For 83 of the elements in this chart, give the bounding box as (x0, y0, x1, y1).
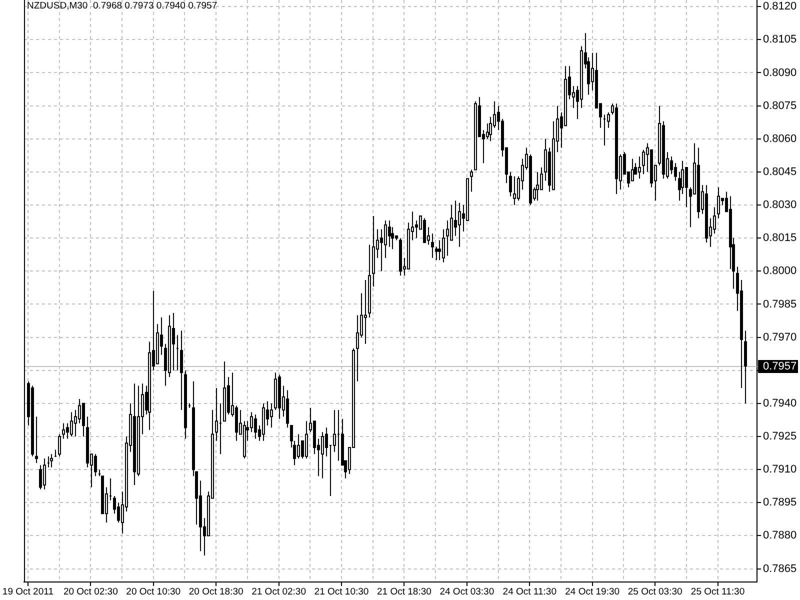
x-tick-label: 21 Oct 18:30 (377, 586, 432, 598)
y-tick-label: 0.7910 (763, 464, 797, 476)
candlestick (670, 156, 673, 175)
x-tick-label: 24 Oct 19:30 (565, 586, 620, 598)
candlestick (254, 414, 257, 440)
y-tick-label: 0.8045 (763, 166, 797, 178)
x-tick-label: 24 Oct 11:30 (502, 586, 556, 598)
y-tick-label: 0.7925 (763, 430, 797, 443)
x-tick-label: 20 Oct 02:30 (63, 586, 118, 598)
chart-title: NZDUSD,M30 0.7968 0.7973 0.7940 0.7957 (27, 0, 218, 12)
candlestick (270, 402, 273, 428)
candlestick (94, 454, 97, 477)
x-tick-label: 24 Oct 03:30 (440, 586, 494, 598)
candlestick (540, 167, 543, 190)
candlestick (458, 202, 461, 248)
candlestick (713, 206, 716, 234)
candlestick (423, 218, 426, 243)
candlestick (321, 432, 324, 479)
candlestick (172, 312, 175, 371)
candlestick (415, 220, 418, 239)
candlestick (536, 171, 539, 202)
candlestick (685, 167, 688, 208)
candlestick (642, 149, 645, 175)
y-tick-label: 0.8030 (763, 199, 797, 212)
y-tick-label: 0.7880 (763, 530, 797, 542)
candlestick (50, 454, 53, 468)
candlestick (607, 112, 610, 128)
candlestick (446, 220, 449, 256)
x-tick-label: 25 Oct 03:30 (628, 586, 682, 598)
candlestick (513, 176, 516, 206)
y-tick-label: 0.8075 (763, 100, 797, 112)
candlestick (62, 422, 65, 440)
y-tick-label: 0.7865 (763, 562, 797, 575)
y-tick-label: 0.8000 (763, 265, 797, 278)
candlestick (35, 416, 38, 464)
candlestick (544, 138, 547, 182)
candlestick (39, 464, 42, 490)
y-tick-label: 0.8120 (763, 0, 797, 13)
y-tick-label: 0.7940 (763, 397, 797, 410)
candlestick (717, 186, 720, 219)
candlestick (438, 240, 441, 261)
candlestick (325, 427, 328, 457)
candlestick (82, 402, 85, 437)
candlestick (450, 204, 453, 241)
candlestick (66, 422, 69, 440)
ref-line-label: 0.7957 (763, 360, 797, 373)
x-tick-label: 20 Oct 18:30 (188, 586, 244, 598)
y-tick-label: 0.7970 (763, 331, 797, 344)
y-tick-label: 0.8060 (763, 132, 797, 145)
candlestick (215, 388, 218, 442)
candlestick (78, 398, 81, 424)
candlestick (356, 314, 359, 382)
x-tick-label: 19 Oct 2011 (2, 586, 54, 598)
candlestick (297, 434, 300, 460)
y-tick-label: 0.8015 (763, 232, 797, 244)
candlestick (631, 158, 634, 182)
candlestick (43, 458, 46, 490)
candlestick (333, 410, 336, 452)
candlestick (509, 171, 512, 197)
x-tick-label: 25 Oct 11:30 (690, 586, 745, 598)
y-tick-label: 0.8090 (763, 66, 797, 79)
candlestick (58, 434, 61, 457)
candlestick (388, 220, 391, 248)
candlestick (489, 116, 492, 142)
y-tick-label: 0.7985 (763, 298, 797, 310)
y-tick-label: 0.8105 (763, 34, 797, 46)
candlestick (470, 169, 473, 192)
candlestick (305, 420, 308, 460)
candlestick (384, 220, 387, 258)
x-tick-label: 21 Oct 02:30 (252, 586, 306, 598)
candlestick (638, 156, 641, 180)
candlestick (380, 228, 383, 272)
candlestick (674, 162, 677, 182)
candlestick (180, 330, 183, 411)
x-tick-label: 21 Oct 10:30 (314, 586, 369, 598)
candlestick (364, 279, 367, 344)
candlestick (442, 228, 445, 263)
y-tick-label: 0.7895 (763, 496, 797, 509)
candlestick (431, 233, 434, 258)
x-tick-label: 20 Oct 10:30 (126, 586, 181, 598)
candlestick (250, 412, 253, 433)
candlestick (435, 246, 438, 261)
candlestick (70, 412, 73, 437)
